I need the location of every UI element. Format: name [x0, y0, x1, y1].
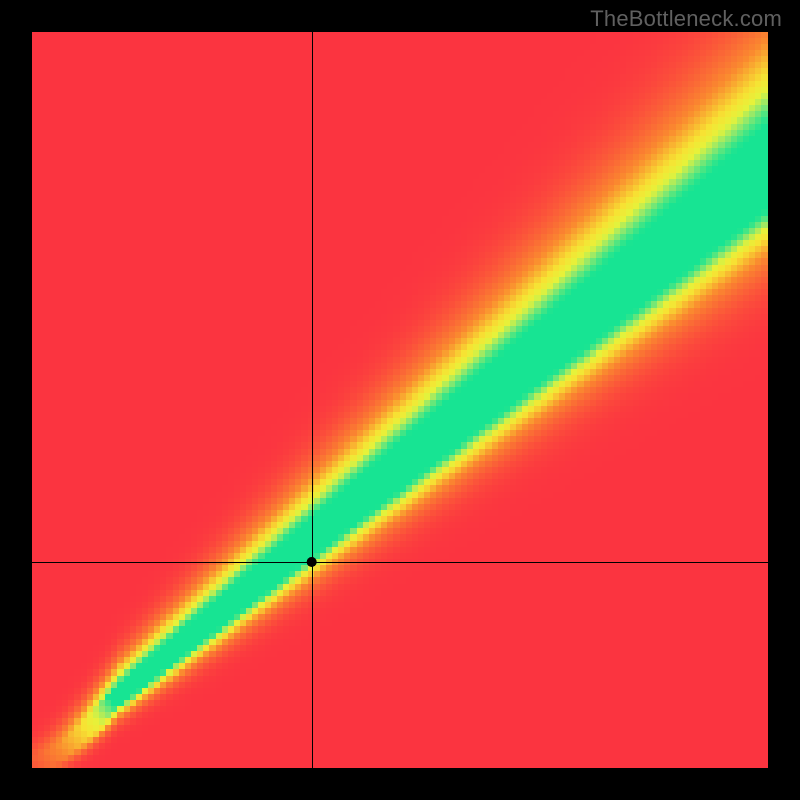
watermark-text: TheBottleneck.com — [590, 6, 782, 32]
heatmap-canvas — [32, 32, 768, 768]
bottleneck-heatmap — [32, 32, 768, 768]
